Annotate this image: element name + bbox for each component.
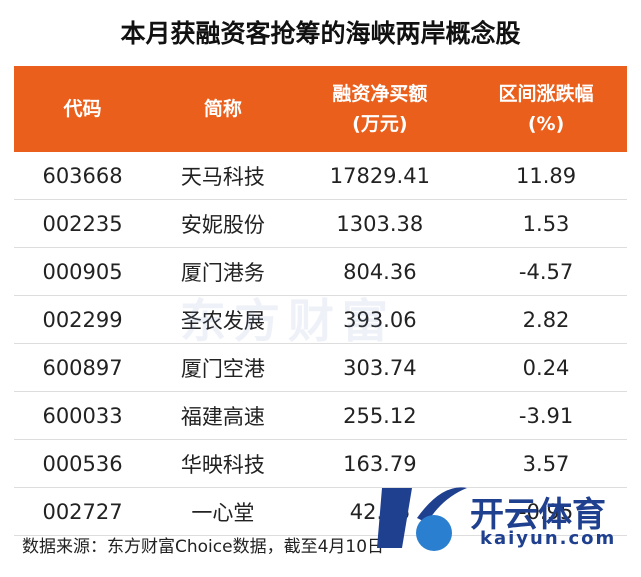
cell: 福建高速 [151,391,295,440]
table-row: 002235 安妮股份 1303.38 1.53 [14,199,627,248]
table: 代码 简称 融资净买额 (万元) 区间涨跌幅 (%) 603668 天马科技 17829.4… [14,66,627,536]
table-row: 000905 厦门港务 804.36 -4.57 [14,247,627,296]
table-row: 002299 圣农发展 393.06 2.82 [14,295,627,344]
cell: 圣农发展 [151,295,295,344]
footer: 数据来源：东方财富Choice数据，截至4月10日 [22,537,385,557]
cell: 603668 [14,152,152,200]
cell: 天马科技 [151,152,295,200]
cell: 华映科技 [151,439,295,488]
cell: 3.57 [465,439,627,488]
cell: 安妮股份 [151,199,295,248]
cell: 000905 [14,247,152,296]
watermark: kaiyun.com [480,528,617,549]
cell: -3.91 [465,391,627,440]
watermark: 东方财富 [180,294,396,348]
cell: 1.53 [465,199,627,248]
header-cell: 区间涨跌幅 (%) [465,66,627,152]
cell: 002299 [14,295,152,344]
cell: 0.24 [465,343,627,392]
cell: 255.12 [294,391,466,440]
cell: 163.79 [294,439,466,488]
header-row: 代码 简称 融资净买额 (万元) 区间涨跌幅 (%) [14,66,627,152]
table-row: 603668 天马科技 17829.41 11.89 [14,152,627,200]
watermark: 开云体育 [470,495,606,535]
logo [377,487,467,551]
table-body: 603668 天马科技 17829.41 11.89 002235 安妮股份 1303.38… [14,152,627,536]
table-row: 600033 福建高速 255.12 -3.91 [14,391,627,440]
cell: 1303.38 [294,199,466,248]
cell: 002235 [14,199,152,248]
table-row: 000536 华映科技 163.79 3.57 [14,439,627,488]
cell: 002727 [14,487,152,536]
cell: -4.57 [465,247,627,296]
cell: -0.95 [465,487,627,536]
header-cell: 融资净买额 (万元) [294,66,466,152]
cell: 600033 [14,391,152,440]
cell: 303.74 [294,343,466,392]
cell: 393.06 [294,295,466,344]
cell: 厦门港务 [151,247,295,296]
cell: 17829.41 [294,152,466,200]
title: 本月获融资客抢筹的海峡两岸概念股 [120,19,521,48]
table-row: 600897 厦门空港 303.74 0.24 [14,343,627,392]
cell: 000536 [14,439,152,488]
cell: 2.82 [465,295,627,344]
cell: 一心堂 [151,487,295,536]
cell: 11.89 [465,152,627,200]
cell: 804.36 [294,247,466,296]
header-cell: 代码 [14,66,152,152]
cell: 600897 [14,343,152,392]
cell: 厦门空港 [151,343,295,392]
header-cell: 简称 [151,66,295,152]
